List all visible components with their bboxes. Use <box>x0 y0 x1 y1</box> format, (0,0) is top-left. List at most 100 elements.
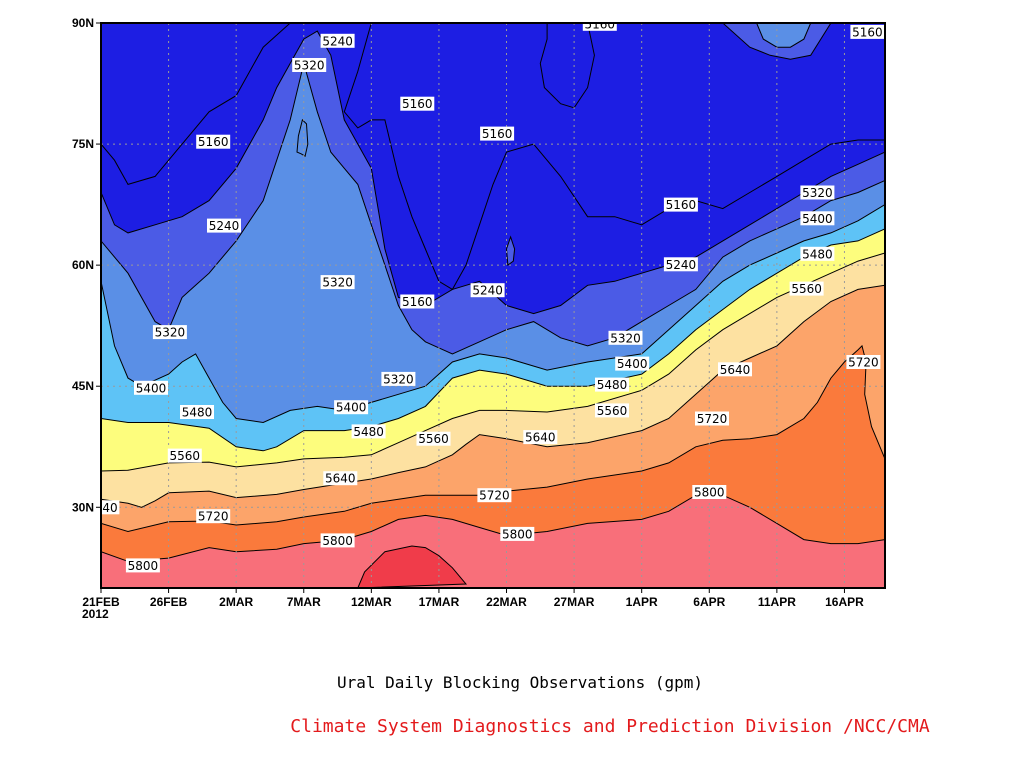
contour-label-bg <box>320 33 355 48</box>
contour-label: 5640 <box>323 471 358 486</box>
contour-label-text: 5400 <box>336 401 367 415</box>
contour-label: 5640 <box>87 500 120 515</box>
contour-label-text: 5560 <box>418 432 449 446</box>
contour-label-text: 5720 <box>479 489 510 503</box>
contour-label-text: 5720 <box>697 412 728 426</box>
contour-label-text: 5320 <box>610 331 641 345</box>
contour-label-text: 5240 <box>472 284 503 298</box>
contour-label-bg <box>196 134 231 149</box>
contour-label-bg <box>718 362 752 377</box>
contour-label-bg <box>152 325 187 340</box>
contour-label: 5560 <box>167 448 202 463</box>
contour-label: 5160 <box>400 96 435 111</box>
contour-label: 5560 <box>789 281 824 296</box>
contour-label: 5800 <box>320 533 355 548</box>
contour-label-bg <box>800 246 835 261</box>
chart-title: Ural Daily Blocking Observations (gpm) <box>337 673 703 692</box>
plot-frame <box>100 22 886 589</box>
contour-label-text: 5560 <box>597 404 628 418</box>
x-tick-label: 12MAR <box>351 595 392 609</box>
contour-label: 5240 <box>470 283 505 298</box>
x-year-label: 2012 <box>82 607 109 621</box>
contour-label-bg <box>608 330 643 345</box>
contour-label-text: 5400 <box>136 381 167 395</box>
contour-label: 5800 <box>125 558 160 573</box>
contour-label-bg <box>500 526 535 541</box>
contour-label: 5240 <box>207 218 241 233</box>
contour-label-bg <box>125 558 160 573</box>
contour-label-bg <box>320 275 355 290</box>
contour-line-5560 <box>101 252 885 472</box>
contour-label-text: 5720 <box>848 356 879 370</box>
x-tick-label: 17MAR <box>419 595 460 609</box>
y-tick-label: 75N <box>72 137 94 151</box>
contour-label: 5240 <box>320 33 355 48</box>
contour-label-text: 5240 <box>322 34 353 48</box>
contour-label: 5720 <box>477 488 512 503</box>
contour-label-text: 5160 <box>585 17 616 31</box>
contour-label: 5720 <box>695 411 729 426</box>
contour-label-bg <box>663 197 698 212</box>
contour-label-bg <box>480 126 515 141</box>
contour-label-text: 5800 <box>694 486 725 500</box>
contour-label-text: 5560 <box>791 282 822 296</box>
y-tick-label: 60N <box>72 258 94 272</box>
contour-label-text: 5240 <box>666 258 697 272</box>
contour-label-text: 5800 <box>502 527 533 541</box>
contour-label-bg <box>695 411 729 426</box>
fill-band-5800 <box>101 495 885 588</box>
contour-label: 5720 <box>196 509 231 524</box>
contour-label: 5320 <box>608 330 643 345</box>
contour-label-text: 5480 <box>597 378 628 392</box>
contour-label-text: 5800 <box>322 534 353 548</box>
contour-label: 5320 <box>292 58 327 73</box>
contour-label-bg <box>101 500 120 515</box>
contour-label: 5160 <box>480 126 515 141</box>
contour-label: 5400 <box>615 356 650 371</box>
contour-label-text: 5720 <box>198 510 229 524</box>
credit-line: Climate System Diagnostics and Predictio… <box>290 716 930 737</box>
contour-label: 5160 <box>850 24 885 39</box>
contour-line-5400 <box>101 204 885 424</box>
contour-label: 5480 <box>351 424 386 439</box>
x-tick-label: 22MAR <box>486 595 527 609</box>
contour-label-text: 5320 <box>155 326 186 340</box>
y-axis: 30N 45N 60N 75N 90N <box>72 16 101 514</box>
contour-label-text: 5320 <box>802 186 833 200</box>
contour-label-text: 5480 <box>182 406 213 420</box>
contour-label: 5400 <box>800 211 835 226</box>
contour-label-bg <box>800 211 835 226</box>
y-tick-label: 30N <box>72 500 94 514</box>
contour-lines <box>101 23 885 562</box>
contour-label-bg <box>323 471 358 486</box>
x-tick-label: 7MAR <box>287 595 321 609</box>
x-tick-label: 26FEB <box>150 595 188 609</box>
contour-label-bg <box>850 24 885 39</box>
contour-label-bg <box>582 23 617 31</box>
contour-label: 5800 <box>692 485 727 500</box>
contour-label: 5320 <box>320 275 355 290</box>
contour-label-bg <box>292 58 327 72</box>
contour-label-bg <box>400 96 435 111</box>
contour-label-bg <box>416 431 451 446</box>
contour-label-text: 5320 <box>322 276 353 290</box>
x-tick-label: 1APR <box>626 595 658 609</box>
contour-label: 5480 <box>800 246 835 261</box>
contour-label-text: 5160 <box>852 25 883 39</box>
contour-line-5160 <box>101 23 291 185</box>
contour-label-text: 5640 <box>87 501 118 515</box>
contour-label: 5480 <box>595 377 629 392</box>
contour-label-bg <box>351 424 386 439</box>
contour-label: 5320 <box>381 371 416 386</box>
contour-label-bg <box>523 430 558 445</box>
contour-label-bg <box>180 405 214 419</box>
contour-label-bg <box>615 356 650 371</box>
contour-label-text: 5160 <box>666 198 697 212</box>
contour-label-text: 5400 <box>617 357 648 371</box>
contour-label-bg <box>477 488 512 503</box>
x-tick-label: 6APR <box>693 595 725 609</box>
x-tick-label: 2MAR <box>219 595 253 609</box>
contour-label-text: 5640 <box>720 363 751 377</box>
contour-label-bg <box>595 377 629 392</box>
